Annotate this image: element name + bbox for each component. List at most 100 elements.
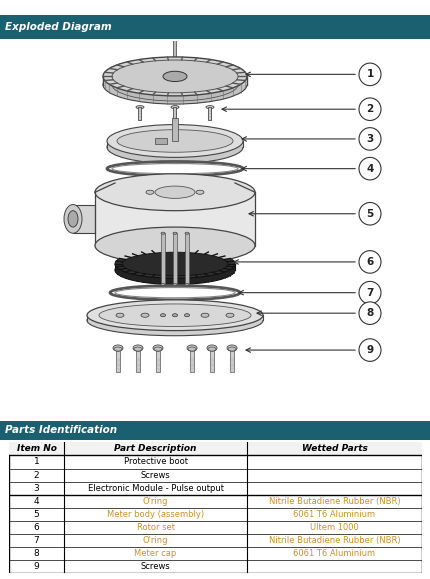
Text: Exploded Diagram: Exploded Diagram: [5, 22, 111, 32]
Bar: [136, 348, 140, 372]
Text: Nitrile Butadiene Rubber (NBR): Nitrile Butadiene Rubber (NBR): [268, 497, 399, 505]
Ellipse shape: [136, 105, 144, 109]
Ellipse shape: [112, 60, 237, 93]
Bar: [138, 107, 141, 120]
Text: 5: 5: [34, 510, 39, 519]
Text: 1: 1: [366, 69, 373, 79]
Text: 8: 8: [366, 308, 373, 318]
Text: Item No: Item No: [17, 445, 56, 453]
Ellipse shape: [99, 304, 250, 327]
Ellipse shape: [153, 345, 163, 351]
Ellipse shape: [187, 345, 197, 351]
Text: Rotor set: Rotor set: [136, 523, 174, 532]
Bar: [107, 141, 243, 147]
Text: O'ring: O'ring: [142, 497, 168, 505]
Bar: [230, 348, 233, 372]
Bar: [116, 348, 120, 372]
Ellipse shape: [161, 284, 165, 285]
Circle shape: [358, 157, 380, 180]
Text: 7: 7: [34, 536, 39, 545]
Ellipse shape: [64, 204, 82, 233]
Bar: [161, 233, 165, 284]
Ellipse shape: [112, 68, 237, 101]
Bar: [184, 233, 189, 284]
Ellipse shape: [184, 284, 189, 285]
Bar: [173, 107, 176, 120]
Ellipse shape: [206, 105, 214, 109]
Circle shape: [358, 63, 380, 86]
Ellipse shape: [154, 347, 162, 351]
Text: Wetted Parts: Wetted Parts: [301, 445, 366, 453]
Circle shape: [358, 251, 380, 273]
Text: 6: 6: [34, 523, 39, 532]
Ellipse shape: [114, 347, 122, 351]
Ellipse shape: [107, 131, 243, 163]
Ellipse shape: [113, 345, 123, 351]
Ellipse shape: [146, 190, 154, 195]
Text: 9: 9: [366, 345, 373, 355]
Bar: [115, 264, 234, 270]
Ellipse shape: [184, 232, 189, 234]
Ellipse shape: [171, 190, 178, 195]
Text: Parts Identification: Parts Identification: [5, 426, 117, 435]
Bar: [73, 204, 95, 233]
Bar: [173, 38, 176, 85]
Ellipse shape: [196, 190, 203, 195]
Text: 4: 4: [34, 497, 39, 505]
Text: Meter body (assembly): Meter body (assembly): [107, 510, 203, 519]
Circle shape: [358, 127, 380, 150]
Ellipse shape: [163, 71, 187, 82]
Bar: [87, 315, 262, 320]
Ellipse shape: [155, 186, 194, 199]
Ellipse shape: [184, 314, 189, 317]
Text: 4: 4: [366, 164, 373, 174]
Text: Screws: Screws: [140, 562, 170, 571]
Text: 8: 8: [34, 549, 39, 558]
Text: 3: 3: [366, 134, 373, 144]
Bar: [208, 107, 211, 120]
Ellipse shape: [103, 57, 246, 96]
Ellipse shape: [200, 313, 209, 317]
Ellipse shape: [172, 232, 177, 234]
Ellipse shape: [117, 130, 233, 152]
Circle shape: [358, 203, 380, 225]
Ellipse shape: [107, 124, 243, 157]
Ellipse shape: [141, 313, 149, 317]
Text: 1: 1: [34, 457, 39, 467]
Text: 3: 3: [34, 483, 39, 493]
Ellipse shape: [227, 345, 237, 351]
Ellipse shape: [171, 105, 178, 109]
Bar: [172, 119, 178, 141]
Bar: [172, 233, 177, 284]
Ellipse shape: [172, 284, 177, 285]
Text: Part Description: Part Description: [114, 445, 196, 453]
Circle shape: [358, 302, 380, 324]
Circle shape: [358, 281, 380, 304]
Text: Meter cap: Meter cap: [134, 549, 176, 558]
Ellipse shape: [172, 314, 177, 317]
Ellipse shape: [225, 313, 233, 317]
Ellipse shape: [208, 347, 215, 351]
Text: Electronic Module - Pulse output: Electronic Module - Pulse output: [87, 483, 223, 493]
Text: Protective boot: Protective boot: [123, 457, 187, 467]
Text: 9: 9: [34, 562, 39, 571]
Text: 6: 6: [366, 257, 373, 267]
Ellipse shape: [95, 227, 255, 264]
Bar: [190, 348, 194, 372]
Circle shape: [358, 339, 380, 361]
Ellipse shape: [95, 174, 255, 211]
Bar: [9, 442, 421, 456]
Ellipse shape: [187, 347, 196, 351]
Text: 2: 2: [366, 104, 373, 114]
Bar: [103, 76, 246, 85]
Text: 2: 2: [34, 471, 39, 479]
Ellipse shape: [206, 345, 216, 351]
Circle shape: [358, 98, 380, 120]
Ellipse shape: [115, 256, 234, 284]
Ellipse shape: [87, 300, 262, 331]
Bar: [156, 348, 160, 372]
Text: Screws: Screws: [140, 471, 170, 479]
Ellipse shape: [227, 347, 236, 351]
Text: 6061 T6 Aluminium: 6061 T6 Aluminium: [293, 510, 375, 519]
Ellipse shape: [103, 65, 246, 104]
